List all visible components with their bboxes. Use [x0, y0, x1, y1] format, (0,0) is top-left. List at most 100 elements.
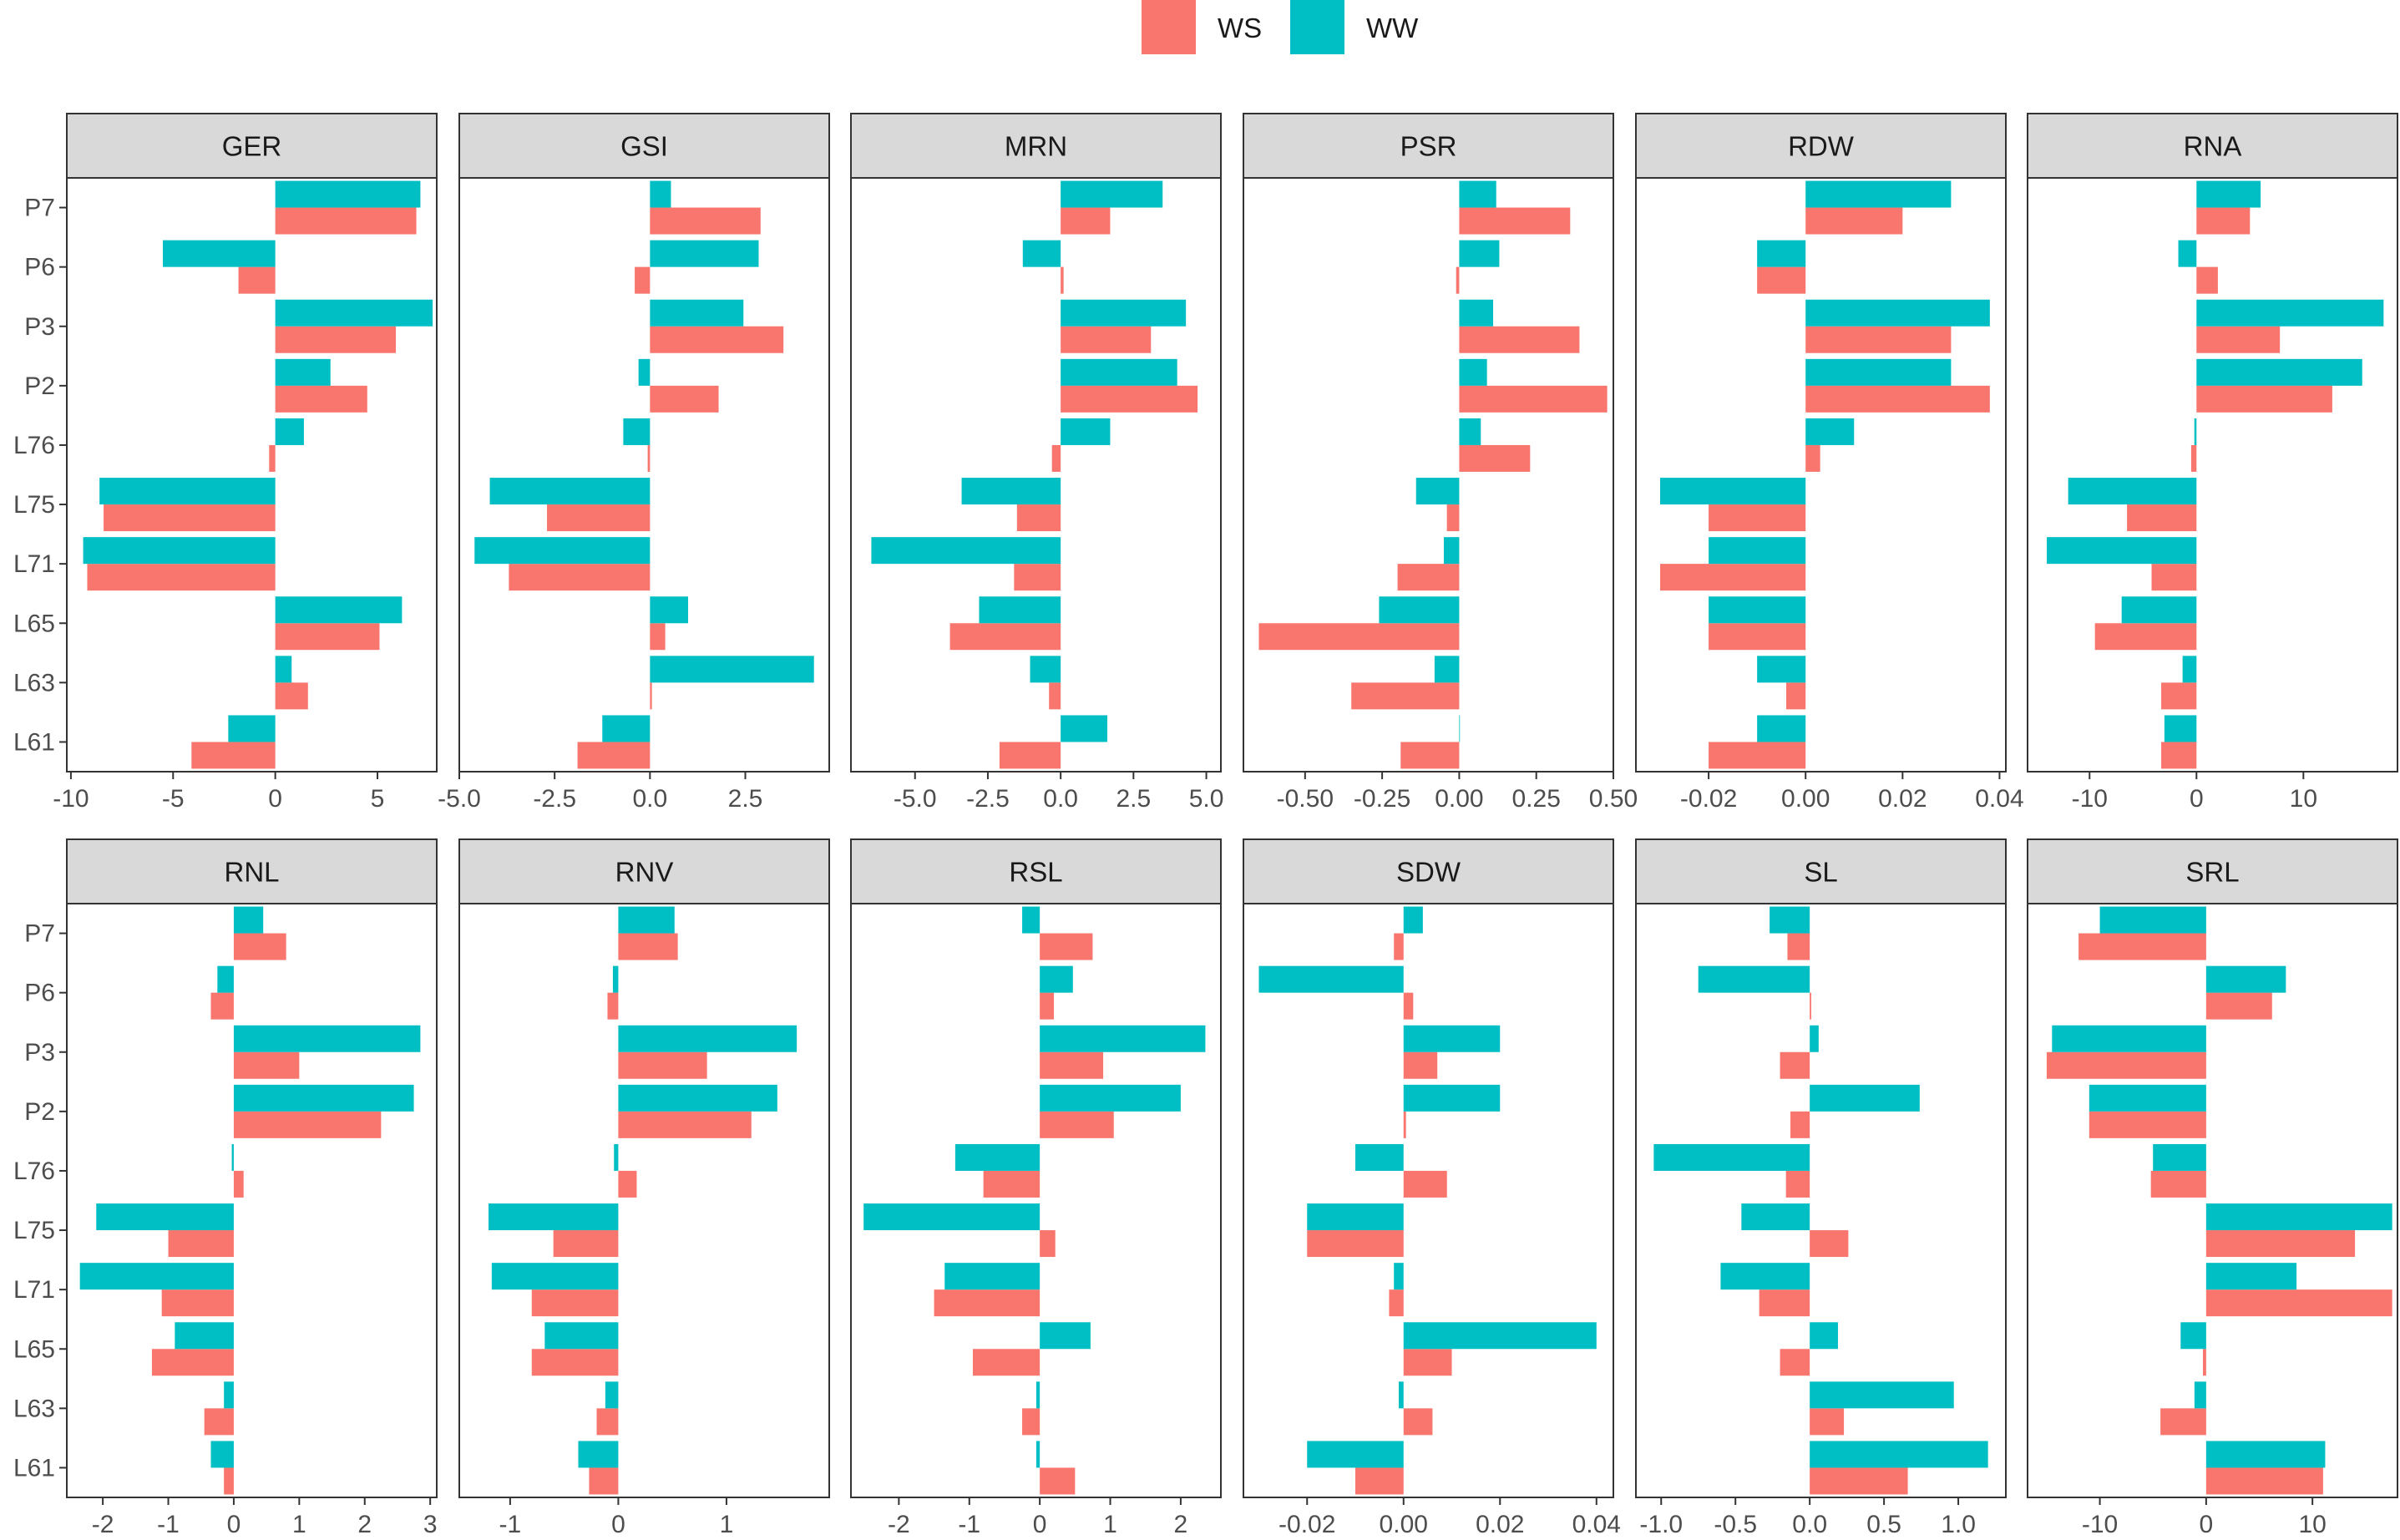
y-tick-label: L71 — [13, 550, 55, 578]
bar-ws-l63 — [275, 682, 308, 710]
bar-ws-p6 — [607, 992, 619, 1020]
panel-gsi: GSI -5.0 -2.5 0.0 2.5 — [438, 113, 830, 813]
x-tick-label: 0 — [2200, 1511, 2214, 1538]
panel-rdw: RDW -0.02 0.00 0.02 0.04 — [1635, 113, 2024, 813]
y-tick-label: P2 — [24, 1098, 55, 1126]
x-tick-label: -5 — [162, 785, 185, 813]
x-tick-label: -0.5 — [1714, 1511, 1757, 1538]
bar-ws-l71 — [1660, 564, 1806, 591]
x-tick-label: -10 — [2082, 1511, 2118, 1538]
panel-frame — [1243, 903, 1614, 1498]
bar-ww-p2 — [618, 1084, 777, 1112]
panel-strip — [1243, 838, 1614, 904]
bar-ww-p3 — [1459, 299, 1494, 327]
bar-ws-l65 — [1780, 1349, 1810, 1376]
bar-ws-l75 — [1040, 1230, 1056, 1258]
bar-ww-l76 — [954, 1143, 1041, 1171]
bar-ws-l61 — [2161, 742, 2197, 769]
bar-ww-l76 — [623, 418, 651, 445]
x-tick-label: -2.5 — [966, 785, 1010, 813]
bar-ws-l61 — [191, 742, 276, 769]
bar-ws-p2 — [1403, 1111, 1406, 1138]
panel-srl: SRL -10 0 10 — [2027, 838, 2398, 1538]
bar-ws-p6 — [2205, 992, 2272, 1020]
bar-ws-l65 — [972, 1349, 1041, 1376]
bar-ws-p6 — [1757, 266, 1806, 294]
x-tick-label: 3 — [423, 1511, 438, 1538]
bar-ww-p3 — [1403, 1025, 1501, 1052]
bar-ww-l71 — [871, 537, 1061, 565]
bar-ww-p6 — [650, 240, 759, 267]
bar-ws-l76 — [1403, 1170, 1447, 1198]
bar-ws-l63 — [1022, 1408, 1041, 1436]
bar-ww-l76 — [275, 418, 304, 445]
bar-ww-l75 — [1415, 478, 1460, 505]
legend-label-ww: WW — [1366, 13, 1419, 43]
x-tick-label: 2.5 — [1116, 785, 1151, 813]
bar-ww-p2 — [1040, 1084, 1181, 1112]
bar-ww-p6 — [1757, 240, 1806, 267]
bar-ws-l63 — [2160, 1408, 2206, 1436]
bar-ws-l63 — [650, 682, 652, 710]
bar-ww-p7 — [2196, 180, 2261, 208]
bar-ws-p3 — [1403, 1051, 1438, 1079]
bar-ws-p3 — [1061, 326, 1152, 353]
bar-ww-l65 — [275, 596, 403, 624]
x-tick-label: -1.0 — [1639, 1511, 1683, 1538]
bar-ww-l61 — [210, 1441, 234, 1468]
bar-ws-l65 — [2203, 1349, 2206, 1376]
bar-ww-p6 — [2178, 240, 2197, 267]
bar-ww-p2 — [1061, 358, 1177, 386]
x-tick-label: 2 — [357, 1511, 372, 1538]
bar-ww-l76 — [1805, 418, 1855, 445]
panel-title: SL — [1804, 857, 1837, 888]
y-tick-label: P3 — [24, 1039, 55, 1066]
bar-ws-p6 — [1810, 992, 1811, 1020]
panel-mrn: MRN -5.0 -2.5 0.0 2.5 5.0 — [850, 113, 1223, 813]
bar-ww-l61 — [228, 715, 276, 742]
bar-ww-p7 — [1770, 906, 1810, 934]
bar-ws-l71 — [1389, 1289, 1404, 1317]
y-tick-label: L71 — [13, 1276, 55, 1304]
bar-ww-p3 — [2196, 299, 2384, 327]
bar-ww-l75 — [2205, 1203, 2392, 1231]
panel-frame — [66, 903, 438, 1498]
bar-ws-p3 — [275, 326, 397, 353]
panel-strip — [1243, 113, 1614, 179]
bar-ws-l71 — [1014, 564, 1061, 591]
bar-ws-l61 — [1400, 742, 1460, 769]
y-tick-label: L65 — [13, 610, 55, 637]
bar-ww-p7 — [2099, 906, 2206, 934]
bar-ww-l75 — [1307, 1203, 1404, 1231]
bar-ws-l75 — [1709, 504, 1806, 532]
x-tick-label: 1.0 — [1941, 1511, 1976, 1538]
bar-ww-l71 — [491, 1263, 619, 1290]
bar-ww-p7 — [1459, 180, 1496, 208]
bar-ww-l71 — [944, 1263, 1041, 1290]
bar-ww-p3 — [275, 299, 433, 327]
bar-ww-p2 — [2196, 358, 2362, 386]
bar-ww-p7 — [1403, 906, 1423, 934]
y-tick-label: L65 — [13, 1335, 55, 1363]
y-tick-label: P7 — [24, 195, 55, 222]
bar-ww-l61 — [1757, 715, 1806, 742]
bar-ws-p6 — [238, 266, 276, 294]
panel-strip — [2027, 113, 2398, 179]
panel-title: RNA — [2184, 131, 2242, 162]
bar-ww-p6 — [1698, 965, 1810, 993]
bar-ws-p6 — [1040, 992, 1055, 1020]
bar-ws-l75 — [2205, 1230, 2356, 1258]
bar-ws-p3 — [650, 326, 784, 353]
bar-ww-l75 — [488, 1203, 619, 1231]
bar-ww-p7 — [1061, 180, 1163, 208]
bar-ww-p6 — [217, 965, 234, 993]
bar-ww-l61 — [1459, 715, 1461, 742]
bar-ww-p2 — [233, 1084, 414, 1112]
bar-ws-p2 — [1805, 385, 1990, 413]
bar-ww-l71 — [1709, 537, 1806, 565]
bar-ww-l76 — [1653, 1143, 1810, 1171]
bar-ww-l75 — [99, 478, 276, 505]
bar-ws-p6 — [210, 992, 234, 1020]
bar-ww-p3 — [1810, 1025, 1819, 1052]
